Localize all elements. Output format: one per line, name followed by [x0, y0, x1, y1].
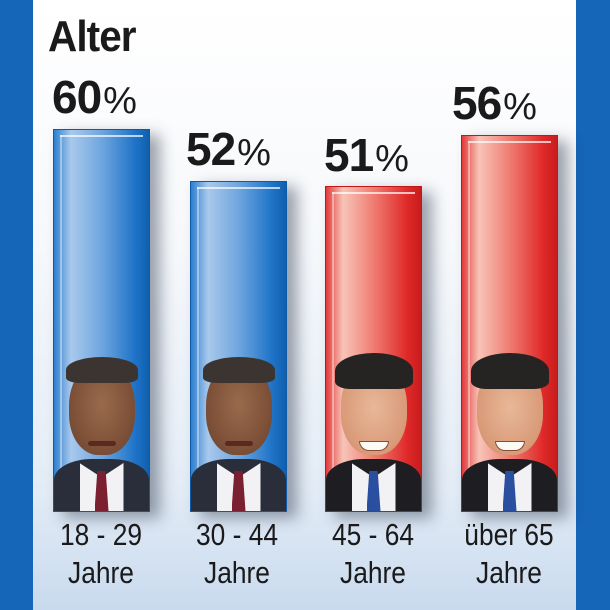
bar-30-44 — [190, 181, 287, 512]
romney-portrait — [326, 351, 421, 511]
category-label-30-44: 30 - 44 Jahre — [195, 517, 279, 590]
category-label-18-29: 18 - 29 Jahre — [59, 517, 143, 590]
romney-portrait — [462, 351, 557, 511]
category-label-45-64: 45 - 64 Jahre — [331, 517, 415, 590]
value-label-18-29: 60% — [52, 71, 137, 123]
bar-18-29 — [53, 129, 150, 512]
value-label-30-44: 52% — [186, 123, 271, 175]
value-label-45-64: 51% — [324, 129, 409, 181]
value-label-over-65: 56% — [452, 77, 537, 129]
bar-over-65 — [461, 135, 558, 512]
obama-portrait — [54, 351, 149, 511]
obama-portrait — [191, 351, 286, 511]
category-label-over-65: über 65 Jahre — [464, 517, 554, 590]
bar-45-64 — [325, 186, 422, 512]
chart-title: Alter — [48, 12, 137, 61]
